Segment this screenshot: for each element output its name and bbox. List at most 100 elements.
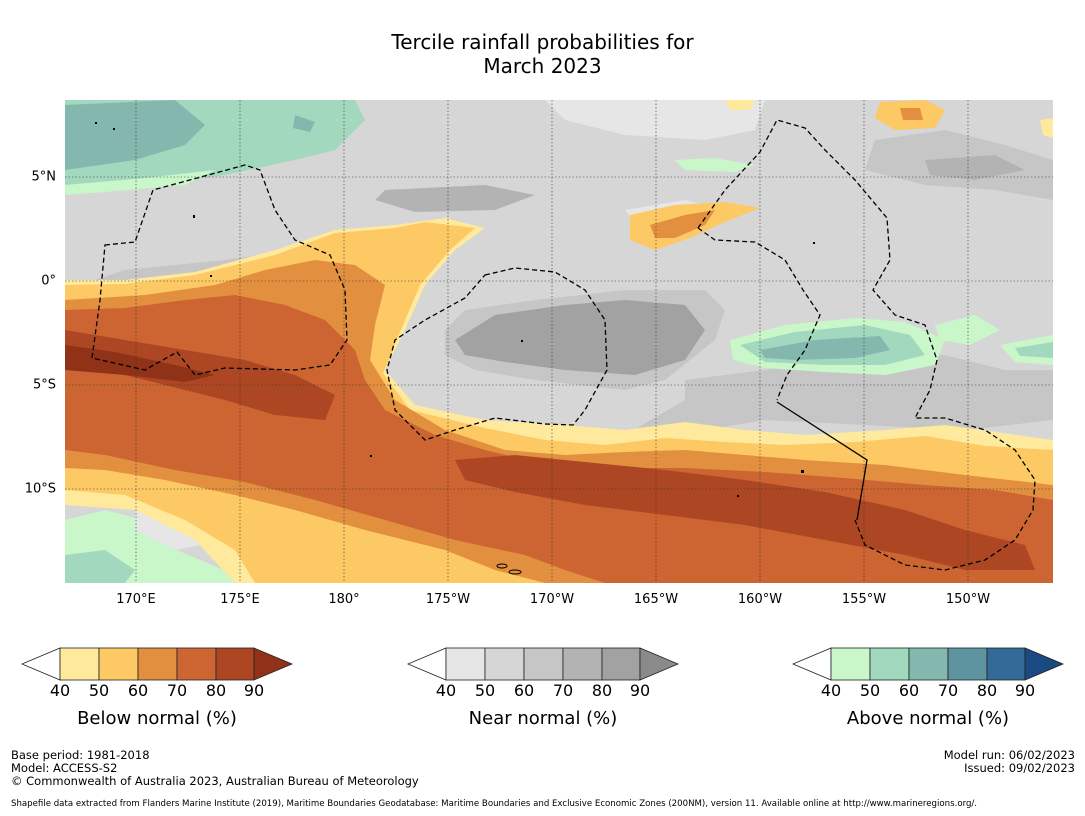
below-normal-region-dark (65, 345, 215, 382)
below-normal-region-east-patch-60 (650, 210, 715, 238)
cbar-near-seg-4 (562, 647, 603, 681)
lat-label-10s: 10°S (24, 481, 56, 497)
lat-label-0: 0° (41, 273, 56, 289)
island-marker (193, 215, 195, 218)
colorbar-below-normal-svg (20, 647, 294, 681)
eez-boundary-west (91, 164, 348, 376)
eez-boundaries (91, 119, 1036, 571)
below-normal-region-ne-small (1040, 118, 1053, 138)
model-run: Model run: 06/02/2023 (943, 748, 1075, 762)
island-marker (113, 128, 115, 130)
model-name: Model: ACCESS-S2 (11, 761, 118, 775)
cbar-near-seg-6 (639, 647, 680, 681)
below-normal-region-south-90 (455, 455, 1035, 570)
island-markers (95, 122, 815, 575)
shapefile-credit: Shapefile data extracted from Flanders M… (11, 799, 978, 809)
above-normal-region-east-small (935, 315, 1000, 345)
above-normal-region-nw-70 (65, 100, 205, 170)
cbar-below-tick: 40 (49, 681, 71, 700)
cbar-near-seg-5 (601, 647, 641, 681)
cbar-near-tick: 50 (474, 681, 496, 700)
cbar-below-tick: 90 (243, 681, 265, 700)
cbar-above-seg-6 (1024, 647, 1065, 681)
above-normal-region-sw-50 (65, 550, 135, 583)
above-normal-region-nw-40 (65, 170, 215, 195)
near-normal-60-region (625, 355, 1053, 435)
cbar-near-seg-0 (406, 647, 447, 681)
cbar-above-seg-4 (947, 647, 988, 681)
footer-right: Model run: 06/02/2023 Issued: 09/02/2023 (944, 749, 1075, 775)
lon-label-165w: 165°W (633, 592, 679, 607)
island-marker (95, 122, 97, 124)
cbar-above-tick: 60 (898, 681, 920, 700)
cbar-near-tick: 70 (552, 681, 574, 700)
title-line-2: March 2023 (483, 54, 602, 78)
island-marker (737, 495, 739, 497)
colorbar-near-normal (406, 647, 680, 681)
map-svg (65, 100, 1053, 583)
lon-label-175e: 175°E (220, 592, 260, 607)
cbar-above-seg-0 (791, 647, 832, 681)
island-marker (521, 340, 523, 342)
chart-title: Tercile rainfall probabilities for March… (0, 30, 1085, 78)
cbar-above-seg-5 (986, 647, 1026, 681)
cbar-below-seg-0 (20, 647, 61, 681)
lon-label-180: 180° (328, 592, 360, 607)
cbar-below-seg-6 (253, 647, 294, 681)
cbar-below-seg-2 (98, 647, 139, 681)
near-normal-40-region (545, 100, 765, 140)
title-line-1: Tercile rainfall probabilities for (391, 30, 694, 54)
cbar-near-tick: 40 (435, 681, 457, 700)
island-marker (813, 242, 815, 244)
cbar-near-tick: 60 (513, 681, 535, 700)
cbar-above-tick: 70 (937, 681, 959, 700)
near-normal-70-region (925, 155, 1025, 180)
eez-boundary-central (386, 267, 608, 441)
base-period: Base period: 1981-2018 (11, 748, 150, 762)
island-marker (508, 569, 522, 575)
above-normal-region-east-70 (760, 336, 890, 360)
cbar-below-seg-3 (137, 647, 178, 681)
copyright: © Commonwealth of Australia 2023, Austra… (11, 774, 419, 788)
cbar-below-tick: 50 (88, 681, 110, 700)
cbar-near-seg-2 (484, 647, 525, 681)
above-normal-region-east-small (1015, 342, 1053, 358)
cbar-near-seg-1 (445, 647, 486, 681)
colorbar-near-normal-svg (406, 647, 680, 681)
cbar-below-seg-1 (59, 647, 100, 681)
below-normal-region-ne-small (725, 100, 755, 110)
cbar-below-seg-5 (215, 647, 255, 681)
footer-left: Base period: 1981-2018 Model: ACCESS-S2 … (11, 749, 419, 788)
near-normal-70-region (375, 185, 535, 212)
cbar-above-seg-2 (869, 647, 910, 681)
island-marker (210, 275, 212, 277)
lat-label-5s: 5°S (32, 377, 56, 393)
cbar-near-seg-3 (523, 647, 564, 681)
lon-label-170w: 170°W (529, 592, 575, 607)
cbar-above-tick: 80 (976, 681, 998, 700)
cbar-above-tick: 50 (859, 681, 881, 700)
cbar-near-tick: 80 (591, 681, 613, 700)
cbar-above-seg-1 (830, 647, 871, 681)
above-normal-region-north (675, 158, 755, 172)
cbar-below-tick: 60 (127, 681, 149, 700)
cbar-below-seg-4 (176, 647, 217, 681)
island-marker (496, 563, 508, 569)
issued-date: Issued: 09/02/2023 (964, 761, 1075, 775)
lon-label-160w: 160°W (737, 592, 783, 607)
eez-boundary-east (697, 119, 1036, 571)
cbar-near-tick: 90 (629, 681, 651, 700)
below-normal-region-ne-60 (900, 108, 923, 120)
lon-label-150w: 150°W (945, 592, 991, 607)
eez-boundary-link (697, 227, 821, 401)
colorbar-near-title: Near normal (%) (468, 708, 618, 729)
colorbar-below-normal (20, 647, 294, 681)
colorbar-below-title: Below normal (%) (77, 708, 237, 729)
lon-label-170e: 170°E (116, 592, 156, 607)
cbar-below-tick: 80 (205, 681, 227, 700)
above-normal-region-nw-50 (293, 115, 315, 132)
lon-label-175w: 175°W (425, 592, 471, 607)
colorbar-above-title: Above normal (%) (846, 708, 1010, 729)
lat-label-5n: 5°N (31, 169, 57, 185)
cbar-below-tick: 70 (166, 681, 188, 700)
